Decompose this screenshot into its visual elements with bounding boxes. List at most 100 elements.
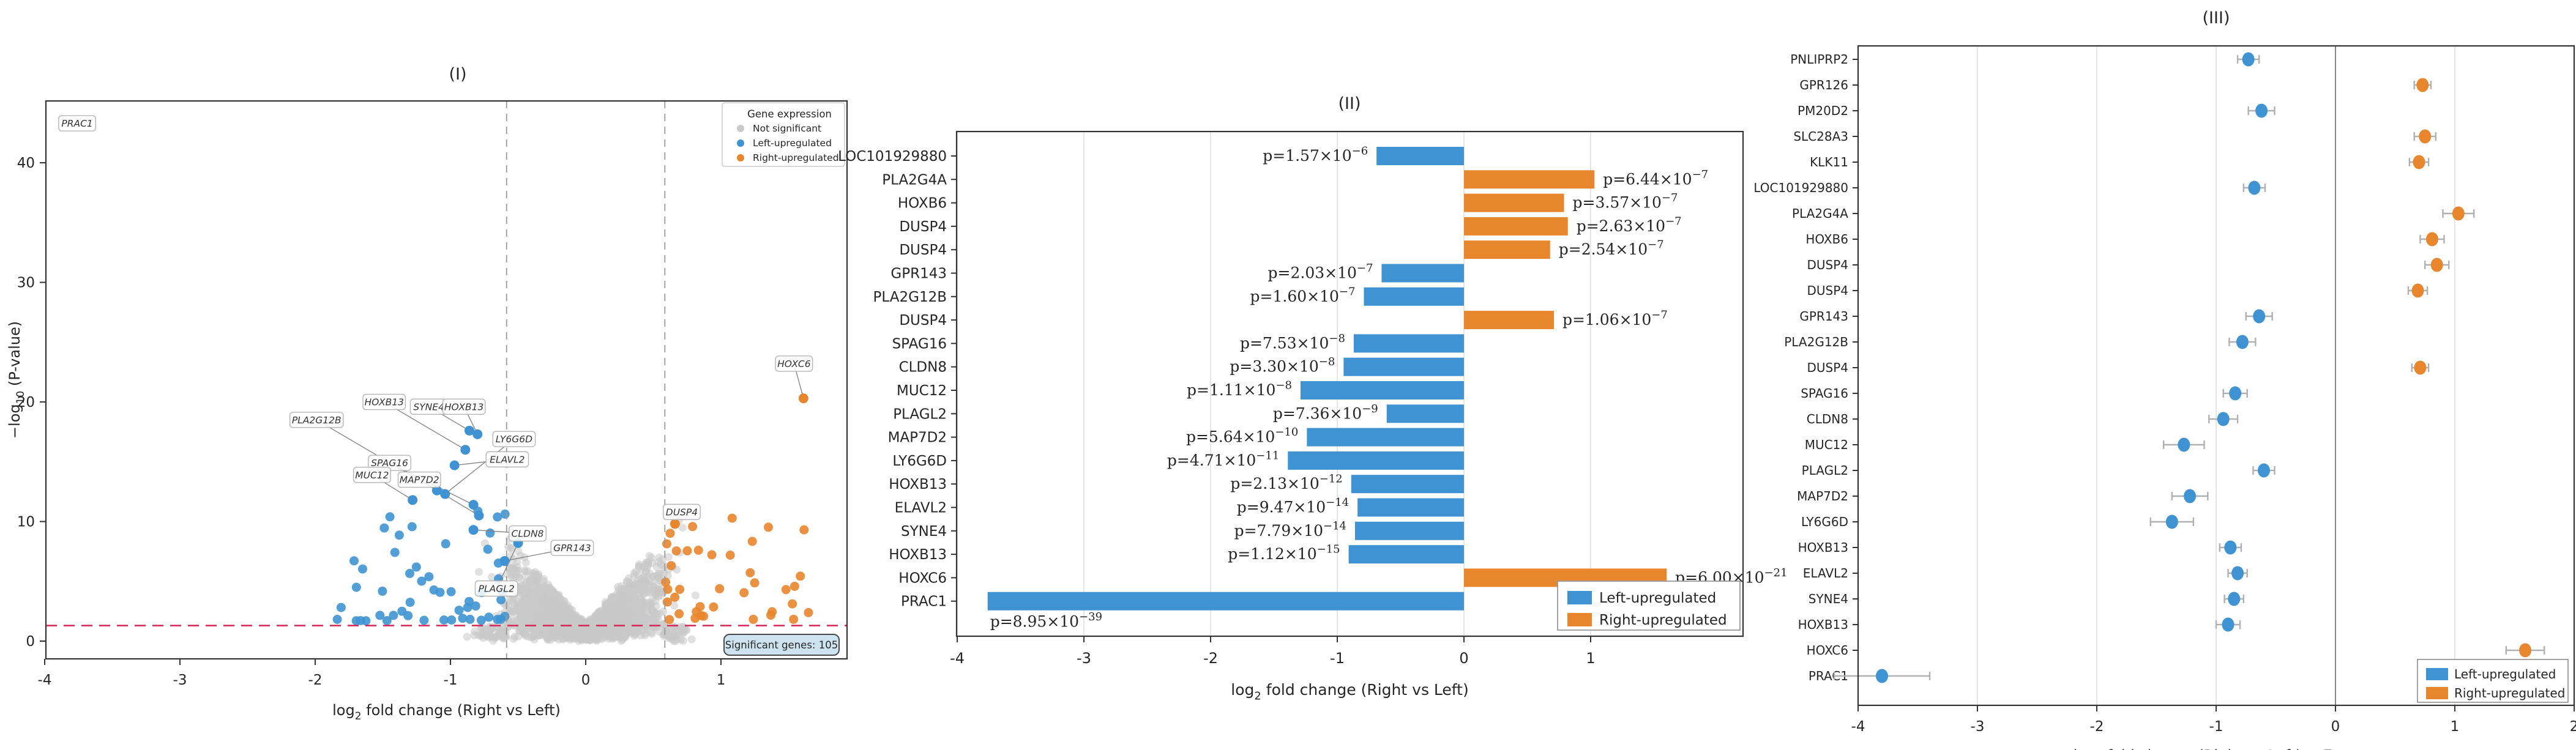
p-value-label: p=1.11×10−8 [1187,379,1292,399]
label-sup: −10 [1275,426,1298,439]
gray-point [547,636,554,644]
left-upregulated-point [385,512,395,522]
gray-point [531,581,539,589]
gene-tick-label: PLAGL2 [893,406,947,422]
gray-point [548,585,556,594]
left-upregulated-point [496,595,506,604]
gene-tick-label: MAP7D2 [1797,489,1848,503]
gene-label-box [485,451,529,468]
fold-change-bar [987,592,1464,611]
right-upregulated-point [688,522,698,532]
label-text: p=1.57×10 [1263,147,1351,165]
right-upregulated-point [747,537,757,546]
label-text: p=1.12×10 [1228,545,1316,563]
left-upregulated-point [379,523,389,533]
gray-point [635,562,643,571]
label-sup: −8 [1319,355,1335,368]
gray-point [677,636,685,644]
gray-point [633,576,642,585]
legend-item-label: Left-upregulated [2454,667,2556,681]
right-upregulated-point [671,546,681,556]
left-upregulated-point [484,612,494,622]
x-tick-label: 0 [2331,719,2340,735]
gray-point [625,579,634,588]
label-sup: −7 [1692,168,1709,181]
fold-change-bar [1288,451,1464,470]
gene-label-text: GPR143 [553,543,591,554]
fold-change-bar [1354,521,1464,540]
gray-point [584,631,592,639]
gene-tick-label: HOXC6 [1807,643,1848,658]
y-tick-label: 30 [17,275,35,291]
panel-1-plot-area [46,101,847,659]
gene-tick-label: CLDN8 [1807,412,1848,426]
gene-tick-label: HOXB13 [889,477,947,492]
label-text: p=7.36×10 [1273,404,1362,422]
label-text: fold change (Right vs Left) [362,702,561,719]
fold-change-point [2253,309,2266,324]
gene-tick-label: MUC12 [897,383,947,399]
gray-point [625,595,634,603]
right-upregulated-point [692,607,701,617]
gray-point [523,566,532,575]
panel-2-legend: Left-upregulated Right-upregulated [1557,581,1741,631]
right-upregulated-point [790,582,799,591]
left-upregulated-point [405,598,415,607]
gene-label-box [353,467,391,483]
gene-label-box [58,115,97,132]
left-upregulated-point [465,614,475,624]
fold-change-point [2222,617,2234,632]
fold-change-bar [1307,428,1464,447]
panel-3-xlabel: log2 fold change (Right vs Left) ± Error [2074,747,2359,750]
right-upregulated-point [709,602,719,612]
gray-point [501,632,510,640]
gray-point [607,595,616,603]
left-upregulated-point [397,606,407,616]
gray-point [507,544,515,553]
gray-point [510,633,519,641]
gray-point [487,573,496,581]
right-upregulated-point [663,584,673,594]
label-text: (P-value) [6,321,23,391]
gene-label-text: SPAG16 [371,458,408,469]
label-sup: −7 [1662,191,1678,204]
right-upregulated-point [662,539,671,549]
gene-tick-label: HOXB13 [889,547,947,563]
labeled-gene-point [474,510,484,521]
gene-tick-label: MAP7D2 [888,430,947,446]
label-sup: −14 [1326,496,1349,509]
label-text: p=2.03×10 [1268,264,1357,282]
gray-point [607,616,614,624]
gene-tick-label: SLC28A3 [1793,129,1848,144]
left-upregulated-point [500,509,510,519]
gray-point [654,570,662,578]
gene-tick-label: PLA2G12B [873,289,947,305]
fold-change-bar [1376,147,1464,165]
gray-point [535,631,543,639]
left-upregulated-point [500,612,510,622]
right-upregulated-point [715,584,725,593]
label-sup: −39 [1079,611,1102,623]
fold-change-bar [1353,334,1464,353]
right-upregulated-point [788,599,797,609]
gray-point [670,622,678,631]
fold-change-bar [1300,381,1464,399]
p-value-label: p=2.63×10−7 [1577,215,1682,235]
gray-point [513,557,521,566]
gene-label-text: ELAVL2 [490,454,525,465]
right-upregulated-point [749,614,758,624]
right-upregulated-point [796,571,805,581]
gray-point [553,591,562,600]
left-upregulated-point [493,512,502,522]
fold-change-point [2184,489,2197,503]
x-tick-label: 1 [2451,719,2460,735]
gray-point [614,618,622,627]
label-sup: −7 [1665,215,1682,228]
right-upregulated-point [725,551,735,560]
label-sup: −7 [1651,309,1668,322]
gray-point [621,623,629,631]
x-tick-label: -3 [173,672,187,688]
gene-tick-label: PLA2G12B [1784,335,1848,349]
x-tick-label: -1 [1330,650,1345,667]
